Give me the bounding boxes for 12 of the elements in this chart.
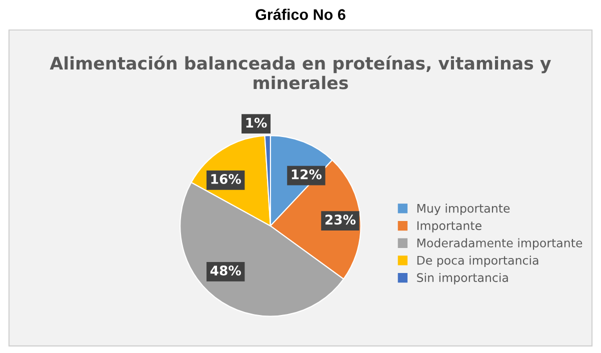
- legend-label: De poca importancia: [417, 256, 538, 268]
- data-label: 23%: [325, 214, 356, 225]
- data-label: 12%: [292, 169, 322, 180]
- legend-label: Moderadamente importante: [417, 238, 582, 250]
- legend-label: Sin importancia: [417, 272, 508, 284]
- data-label: 1%: [246, 118, 267, 128]
- chart-subtitle: Alimentación balanceada en proteínas, vitaminas y minerales: [50, 56, 551, 90]
- chart-title: Gráfico No 6: [256, 8, 346, 20]
- data-label: 48%: [210, 266, 241, 276]
- legend-label: Importante: [417, 221, 482, 232]
- legend-label: Muy importante: [417, 204, 510, 216]
- data-label: 16%: [211, 174, 241, 184]
